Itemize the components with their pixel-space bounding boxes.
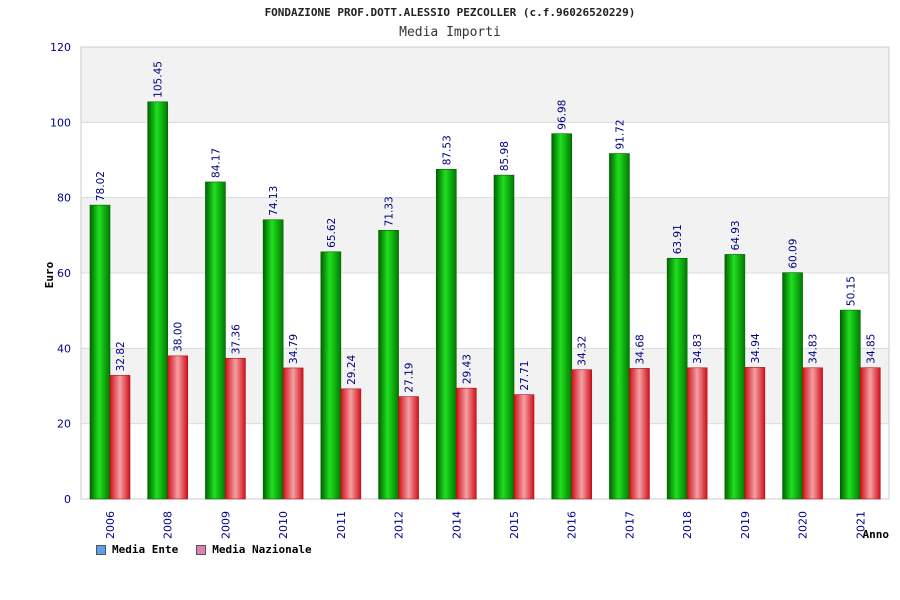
bar-ente (436, 169, 456, 499)
plot-band (81, 198, 889, 273)
bar-nazionale (225, 358, 245, 499)
bar-ente (148, 102, 168, 499)
legend-item-media-nazionale: Media Nazionale (196, 543, 311, 556)
data-label-ente: 105.45 (153, 61, 165, 98)
bar-ente (667, 258, 687, 499)
legend-label-media-ente: Media Ente (112, 543, 178, 556)
x-tick-label: 2020 (797, 511, 810, 539)
bar-nazionale (803, 368, 823, 499)
bar-ente (725, 254, 745, 499)
x-tick-label: 2015 (508, 511, 521, 539)
y-tick-label: 80 (57, 192, 71, 205)
bar-nazionale (341, 389, 361, 499)
data-label-nazionale: 29.43 (461, 354, 473, 384)
bar-ente (783, 273, 803, 499)
legend-item-media-ente: Media Ente (96, 543, 178, 556)
y-tick-label: 20 (57, 418, 71, 431)
data-label-nazionale: 27.19 (404, 363, 416, 393)
data-label-ente: 84.17 (210, 148, 222, 178)
bar-ente (90, 205, 110, 499)
bar-nazionale (168, 356, 188, 499)
data-label-nazionale: 34.94 (750, 333, 762, 363)
data-label-ente: 50.15 (845, 276, 857, 306)
data-label-ente: 87.53 (441, 135, 453, 165)
data-label-nazionale: 34.83 (808, 334, 820, 364)
data-label-ente: 71.33 (384, 196, 396, 226)
bar-ente (840, 310, 860, 499)
bar-nazionale (110, 375, 130, 499)
plot-band (81, 122, 889, 197)
bar-ente (494, 175, 514, 499)
y-tick-label: 100 (50, 116, 71, 129)
plot-band (81, 348, 889, 423)
bar-ente (609, 154, 629, 499)
y-tick-label: 40 (57, 342, 71, 355)
data-label-ente: 78.02 (95, 171, 107, 201)
plot-band (81, 424, 889, 499)
bar-ente (321, 252, 341, 499)
data-label-nazionale: 38.00 (173, 322, 185, 352)
data-label-ente: 85.98 (499, 141, 511, 171)
x-tick-label: 2008 (162, 511, 175, 539)
data-label-nazionale: 34.85 (865, 334, 877, 364)
bar-nazionale (687, 368, 707, 499)
data-label-nazionale: 29.24 (346, 354, 358, 384)
legend: Media Ente Media Nazionale (96, 543, 312, 556)
bar-nazionale (860, 368, 880, 499)
y-tick-label: 120 (50, 41, 71, 54)
x-tick-label: 2014 (450, 511, 463, 539)
y-tick-label: 0 (64, 493, 71, 506)
data-label-ente: 91.72 (614, 119, 626, 149)
data-label-ente: 60.09 (788, 239, 800, 269)
x-tick-label: 2006 (104, 511, 117, 539)
data-label-ente: 74.13 (268, 186, 280, 216)
bar-nazionale (283, 368, 303, 499)
data-label-nazionale: 34.68 (634, 334, 646, 364)
x-axis-label: Anno (863, 528, 890, 541)
plot-band (81, 273, 889, 348)
data-label-nazionale: 34.32 (577, 336, 589, 366)
x-tick-label: 2016 (566, 511, 579, 539)
legend-swatch-media-ente (96, 545, 106, 555)
legend-swatch-media-nazionale (196, 545, 206, 555)
data-label-nazionale: 34.79 (288, 334, 300, 364)
data-label-nazionale: 37.36 (230, 324, 242, 354)
data-label-ente: 63.91 (672, 224, 684, 254)
data-label-ente: 96.98 (557, 100, 569, 130)
x-tick-label: 2019 (739, 511, 752, 539)
x-tick-label: 2017 (623, 511, 636, 539)
bar-nazionale (629, 368, 649, 499)
bar-ente (205, 182, 225, 499)
x-tick-label: 2012 (393, 511, 406, 539)
legend-label-media-nazionale: Media Nazionale (212, 543, 311, 556)
bar-nazionale (745, 367, 765, 499)
bar-nazionale (514, 395, 534, 499)
x-tick-label: 2010 (277, 511, 290, 539)
data-label-nazionale: 34.83 (692, 334, 704, 364)
x-tick-label: 2018 (681, 511, 694, 539)
y-axis-label: Euro (43, 261, 56, 288)
bar-nazionale (456, 388, 476, 499)
y-tick-label: 60 (57, 267, 71, 280)
bar-nazionale (399, 397, 419, 499)
plot-band (81, 47, 889, 122)
bar-ente (552, 134, 572, 499)
bar-nazionale (572, 370, 592, 499)
data-label-ente: 65.62 (326, 218, 338, 248)
bar-ente (263, 220, 283, 499)
data-label-ente: 64.93 (730, 220, 742, 250)
data-label-nazionale: 32.82 (115, 341, 127, 371)
bar-ente (379, 230, 399, 499)
x-tick-label: 2009 (219, 511, 232, 539)
data-label-nazionale: 27.71 (519, 361, 531, 391)
x-tick-label: 2011 (335, 511, 348, 539)
